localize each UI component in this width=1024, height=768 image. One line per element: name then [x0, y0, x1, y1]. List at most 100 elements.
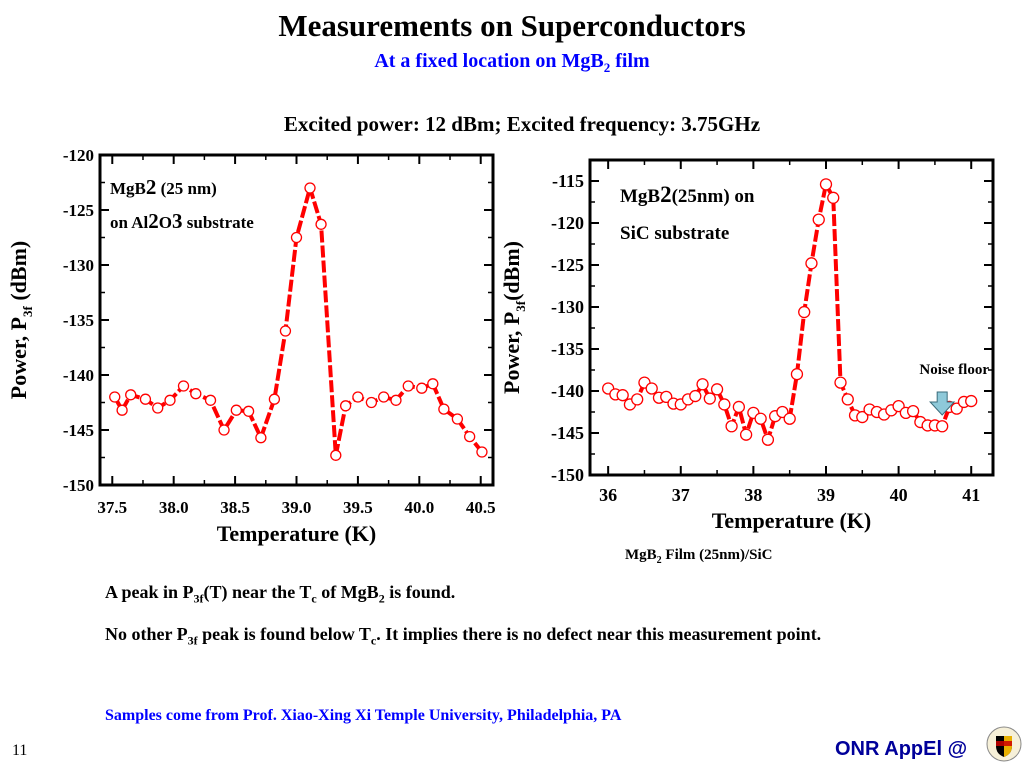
annotation-part: (25 nm) — [156, 179, 216, 198]
university-seal-icon — [986, 726, 1022, 762]
finding-1: A peak in P3f(T) near the Tc of MgB2 is … — [105, 578, 905, 606]
chart-annotation-line: MgB2(25nm) on — [620, 182, 755, 207]
data-point — [710, 383, 724, 396]
data-point — [464, 430, 476, 443]
finding-1-part: 3f — [193, 591, 204, 606]
data-point — [827, 191, 840, 204]
data-point — [218, 424, 230, 436]
annotation-part: 3 — [172, 209, 183, 233]
y-tick-label: -150 — [551, 465, 584, 485]
data-point — [689, 389, 702, 403]
y-tick-label: -135 — [551, 339, 584, 359]
chart-right: -150 -145 -140 -135 -130 -125 -120 -115 36 37 38 39… — [499, 158, 995, 533]
annotation-part: on Al — [110, 213, 149, 232]
data-point — [754, 412, 767, 425]
y-axis-label-pre: Power, P — [499, 312, 524, 394]
finding-1-part: c — [311, 591, 317, 606]
annotation-part: substrate — [183, 213, 255, 232]
data-point — [645, 382, 658, 395]
y-axis-label-post: (dBm) — [6, 241, 31, 306]
chart-left: -150 -145 -140 -135 -130 -125 -120 37.5 38.0 38.5… — [6, 146, 496, 546]
y-axis-label-pre: Power, P — [6, 317, 31, 399]
right-chart-caption: MgB2 Film (25nm)/SiC — [625, 547, 773, 566]
x-tick-label: 39.0 — [282, 498, 312, 517]
data-point — [725, 420, 738, 433]
finding-1-part: of MgB — [316, 582, 379, 602]
y-tick-label: -140 — [551, 381, 584, 401]
annotation-part: MgB — [620, 186, 660, 207]
data-point — [834, 376, 847, 389]
data-point — [204, 394, 217, 406]
data-point — [230, 404, 242, 416]
finding-2-part: No other P — [105, 624, 188, 644]
data-point — [761, 433, 775, 446]
y-axis-label-post: (dBm) — [499, 241, 524, 301]
data-point — [152, 402, 164, 414]
noise-floor-arrow-icon — [929, 391, 956, 416]
y-tick-label: -130 — [63, 256, 94, 275]
x-tick-label: 39 — [817, 485, 835, 505]
data-point — [164, 394, 176, 406]
x-tick-label: 36 — [599, 485, 617, 505]
data-point — [703, 392, 716, 405]
chart-annotation-line: on Al2O3 substrate — [110, 209, 254, 233]
data-point — [812, 213, 825, 226]
finding-1-part: is found. — [384, 582, 456, 602]
y-tick-label: -150 — [63, 476, 94, 495]
data-point — [255, 432, 267, 444]
y-tick-label: -145 — [63, 421, 94, 440]
data-point — [378, 391, 390, 403]
annotation-part: 2 — [148, 209, 159, 233]
data-point — [783, 412, 796, 425]
data-point — [841, 393, 854, 406]
x-tick-label: 38.0 — [159, 498, 189, 517]
data-point — [116, 404, 128, 416]
x-axis-label: Temperature (K) — [217, 521, 376, 546]
y-axis-label-sub: 3f — [513, 300, 528, 312]
annotation-part: (25nm) on — [672, 186, 755, 207]
chart-annotation-line: MgB2 (25 nm) — [110, 175, 217, 199]
data-point — [856, 410, 869, 424]
subtitle-tail: film — [610, 50, 650, 72]
data-point — [268, 393, 281, 405]
slide-subtitle: At a fixed location on MgB2 film — [0, 50, 1024, 76]
caption-sub: 2 — [656, 555, 662, 566]
plot-frame — [588, 158, 995, 477]
finding-2-part: c — [370, 633, 377, 648]
data-point — [139, 393, 152, 405]
data-point — [352, 391, 364, 403]
data-point — [476, 446, 488, 458]
y-tick-label: -125 — [63, 201, 94, 220]
y-tick-label: -120 — [551, 213, 584, 233]
data-point — [718, 398, 731, 411]
sample-credit: Samples come from Prof. Xiao-Xing Xi Tem… — [105, 707, 622, 724]
x-tick-label: 41 — [962, 485, 980, 505]
finding-1-part: 2 — [378, 591, 385, 606]
data-point — [402, 380, 414, 392]
y-tick-label: -135 — [63, 311, 94, 330]
finding-2-part: peak is found below T — [197, 624, 371, 644]
data-point — [315, 218, 327, 230]
data-point — [416, 382, 428, 394]
data-point — [798, 305, 811, 319]
data-point — [339, 400, 352, 412]
x-axis-label: Temperature (K) — [712, 508, 871, 533]
data-point — [242, 405, 255, 417]
x-tick-label: 40.0 — [404, 498, 434, 517]
y-tick-label: -125 — [551, 255, 584, 275]
y-tick-label: -120 — [63, 146, 94, 165]
page-number: 11 — [12, 742, 28, 759]
data-point — [330, 449, 342, 461]
data-point — [965, 394, 978, 408]
y-tick-label: -140 — [63, 366, 94, 385]
chart-annotation-line: SiC substrate — [620, 223, 729, 244]
y-axis-label: Power, P3f(dBm) — [499, 241, 528, 394]
annotation-part: SiC substrate — [620, 223, 729, 244]
data-point — [365, 396, 378, 409]
caption-pre: MgB — [625, 547, 657, 563]
finding-1-part: A peak in P — [105, 582, 194, 602]
x-tick-label: 37.5 — [97, 498, 127, 517]
annotation-part: O — [159, 213, 172, 232]
finding-2-part: 3f — [187, 633, 198, 648]
data-point — [739, 428, 753, 441]
